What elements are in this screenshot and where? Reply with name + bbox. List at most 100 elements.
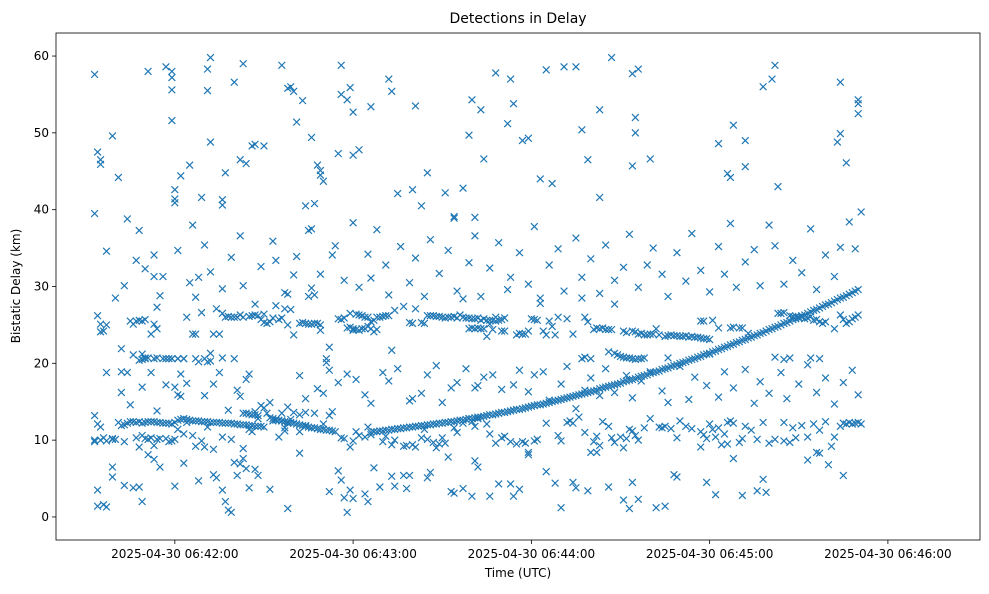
data-point — [423, 311, 432, 320]
data-point — [352, 375, 360, 384]
data-point — [459, 484, 467, 493]
data-point — [426, 235, 435, 244]
data-point — [239, 444, 248, 453]
data-point — [515, 366, 524, 375]
data-point — [224, 406, 233, 415]
data-point — [619, 443, 628, 452]
data-point — [780, 280, 788, 289]
data-point — [589, 437, 598, 446]
data-point — [741, 422, 750, 431]
data-point — [304, 292, 313, 301]
data-point — [578, 273, 586, 282]
data-point — [343, 508, 351, 517]
data-point — [218, 419, 227, 428]
data-point — [720, 430, 729, 438]
data-point — [482, 420, 491, 428]
data-point — [563, 314, 571, 323]
data-point — [141, 315, 149, 324]
data-point — [381, 311, 390, 320]
data-point — [150, 320, 158, 328]
data-point — [821, 318, 830, 326]
data-point — [711, 490, 720, 499]
data-point — [554, 431, 562, 440]
data-point — [331, 427, 340, 436]
data-point — [569, 419, 577, 428]
data-point — [355, 431, 363, 440]
data-point — [788, 424, 797, 432]
data-point — [325, 411, 334, 420]
data-point — [735, 324, 744, 332]
data-point — [298, 96, 307, 105]
data-point — [141, 354, 149, 363]
data-point — [153, 324, 161, 333]
data-point — [705, 335, 714, 344]
data-point — [227, 253, 236, 262]
data-point — [607, 53, 616, 62]
data-point — [780, 308, 788, 317]
data-point — [450, 424, 458, 432]
data-point — [218, 354, 227, 362]
data-point — [610, 276, 619, 285]
data-point — [316, 171, 325, 179]
data-point — [491, 69, 500, 77]
data-point — [854, 311, 863, 319]
data-point — [90, 411, 99, 420]
data-point — [634, 283, 643, 292]
x-tick-label: 2025-04-30 06:42:00 — [111, 547, 238, 561]
data-point — [491, 317, 500, 325]
data-point — [280, 288, 289, 297]
data-point — [390, 306, 399, 315]
data-point — [328, 407, 337, 416]
data-point — [702, 434, 711, 443]
data-point — [821, 251, 830, 259]
data-point — [245, 483, 253, 492]
data-point — [346, 309, 354, 318]
data-point — [581, 428, 589, 437]
data-point — [390, 482, 399, 491]
data-point — [364, 497, 372, 506]
data-point — [783, 394, 791, 403]
data-point — [815, 354, 824, 363]
data-point — [515, 485, 524, 494]
data-point — [132, 434, 141, 442]
data-point — [165, 354, 173, 363]
data-point — [260, 310, 268, 318]
data-point — [524, 450, 533, 459]
data-point — [554, 313, 562, 322]
data-point — [506, 437, 515, 446]
data-point — [236, 392, 245, 401]
data-point — [346, 486, 354, 494]
data-point — [194, 273, 203, 282]
data-point — [197, 308, 206, 317]
data-point — [301, 394, 310, 403]
data-point — [242, 375, 250, 384]
y-tick-label: 0 — [41, 510, 49, 524]
data-point — [272, 301, 280, 310]
data-point — [120, 281, 129, 290]
data-point — [319, 420, 328, 428]
data-point — [857, 208, 865, 216]
data-point — [480, 373, 488, 381]
data-point — [399, 302, 408, 311]
data-point — [741, 258, 750, 266]
data-point — [471, 457, 479, 465]
data-point — [720, 270, 729, 279]
data-point — [836, 311, 845, 319]
data-point — [625, 504, 634, 513]
data-point — [595, 391, 604, 400]
x-axis-label: Time (UTC) — [484, 566, 551, 580]
data-point — [96, 327, 105, 336]
data-point — [337, 61, 346, 70]
data-point — [726, 219, 735, 228]
data-point — [432, 361, 441, 370]
data-point — [301, 202, 310, 210]
data-point — [185, 161, 194, 169]
data-point — [153, 354, 161, 362]
data-point — [640, 424, 649, 432]
data-point — [610, 388, 619, 397]
data-point — [156, 463, 164, 471]
data-point — [477, 292, 485, 301]
data-point — [173, 246, 182, 255]
data-point — [723, 169, 732, 178]
data-point — [812, 388, 821, 397]
